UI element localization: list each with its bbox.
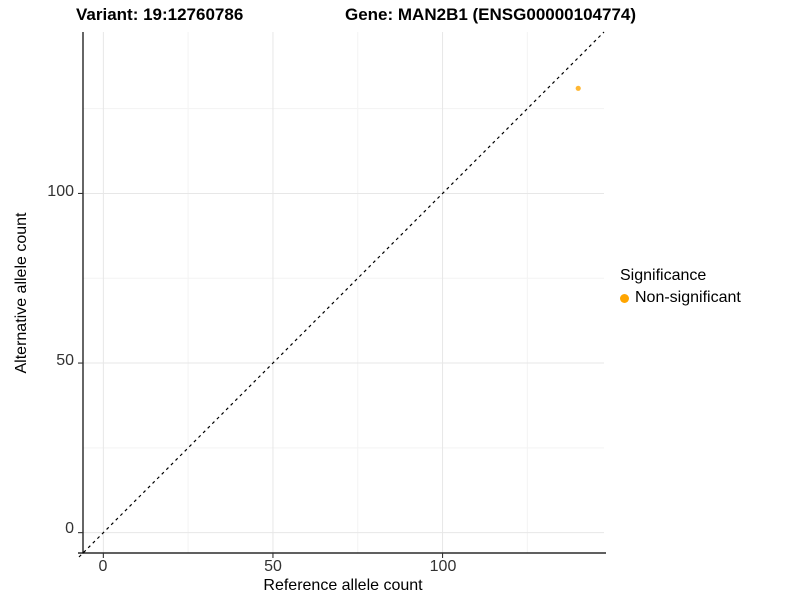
y-tick-label: 0 — [65, 520, 74, 537]
x-axis-label: Reference allele count — [263, 577, 423, 594]
legend-item: Non-significant — [620, 288, 741, 308]
data-point — [575, 85, 581, 91]
y-tick-label: 50 — [56, 352, 74, 369]
legend-title: Significance — [620, 267, 707, 284]
x-tick-label: 50 — [264, 558, 282, 575]
plot-title-gene: Gene: MAN2B1 (ENSG00000104774) — [345, 5, 637, 24]
legend: Significance Non-significant — [620, 266, 741, 308]
y-tick-label: 100 — [47, 183, 74, 200]
identity-line — [78, 31, 605, 558]
x-tick-label: 0 — [98, 558, 108, 575]
legend-item-label: Non-significant — [635, 289, 741, 306]
x-tick-label: 100 — [429, 558, 457, 575]
y-axis-label: Alternative allele count — [13, 212, 30, 374]
plot-title-variant: Variant: 19:12760786 — [76, 5, 244, 24]
legend-dot-icon — [620, 293, 629, 303]
